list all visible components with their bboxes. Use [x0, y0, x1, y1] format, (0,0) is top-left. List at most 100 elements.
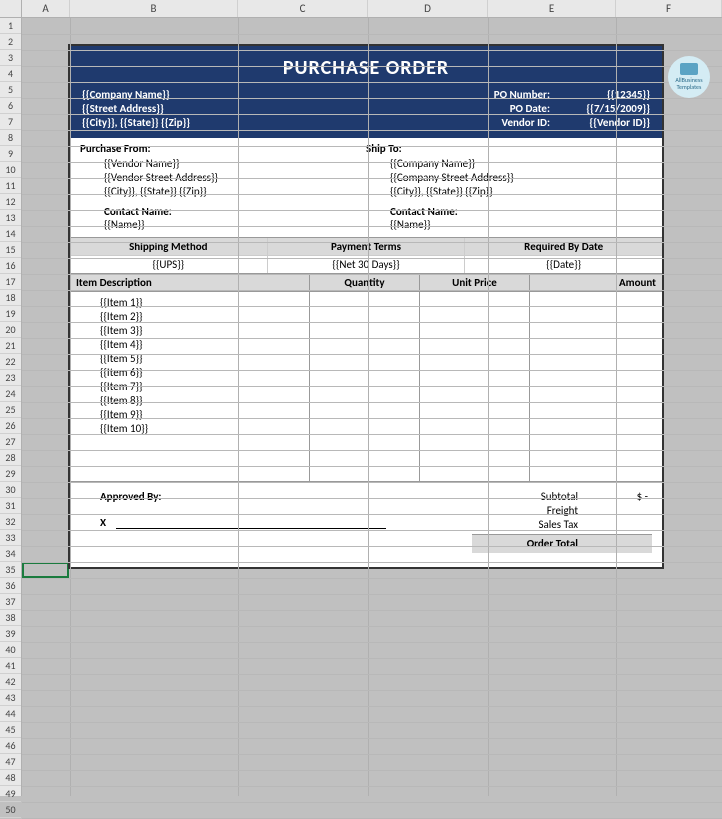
purchase-from-title: Purchase From:	[80, 142, 366, 155]
row-header-14[interactable]: 14	[0, 226, 21, 242]
row-header-44[interactable]: 44	[0, 706, 21, 722]
row-header-3[interactable]: 3	[0, 50, 21, 66]
item-2: {{Item 3}}	[100, 324, 303, 338]
row-header-10[interactable]: 10	[0, 162, 21, 178]
company-city: {{City}}, {{State}} {{Zip}}	[82, 116, 190, 130]
row-header-48[interactable]: 48	[0, 770, 21, 786]
hdr-price: Unit Price	[420, 274, 530, 291]
total-label-1: Freight	[476, 504, 578, 518]
row-header-49[interactable]: 49	[0, 786, 21, 802]
pf-contact-label: Contact Name:	[80, 205, 366, 218]
row-header-22[interactable]: 22	[0, 354, 21, 370]
item-6: {{Item 7}}	[100, 380, 303, 394]
row-header-29[interactable]: 29	[0, 466, 21, 482]
row-header-37[interactable]: 37	[0, 594, 21, 610]
row-header-33[interactable]: 33	[0, 530, 21, 546]
row-header-16[interactable]: 16	[0, 258, 21, 274]
row-header-42[interactable]: 42	[0, 674, 21, 690]
row-header-2[interactable]: 2	[0, 34, 21, 50]
row-header-34[interactable]: 34	[0, 546, 21, 562]
row-header-32[interactable]: 32	[0, 514, 21, 530]
pf-line-2: {{City}}, {{State}} {{Zip}}	[104, 185, 366, 199]
row-header-35[interactable]: 35	[0, 562, 21, 578]
sig-underline	[116, 515, 386, 529]
company-name: {{Company Name}}	[82, 88, 190, 102]
col-header-D[interactable]: D	[368, 0, 488, 17]
row-header-9[interactable]: 9	[0, 146, 21, 162]
column-headers: ABCDEF	[22, 0, 722, 18]
order-total-value	[578, 537, 648, 551]
purchase-from-block: Purchase From: {{Vendor Name}}{{Vendor S…	[80, 142, 366, 231]
col-header-C[interactable]: C	[238, 0, 368, 17]
row-header-21[interactable]: 21	[0, 338, 21, 354]
row-header-36[interactable]: 36	[0, 578, 21, 594]
order-total-label: Order Total	[476, 537, 578, 551]
row-header-17[interactable]: 17	[0, 274, 21, 290]
row-header-12[interactable]: 12	[0, 194, 21, 210]
row-header-5[interactable]: 5	[0, 82, 21, 98]
row-header-23[interactable]: 23	[0, 370, 21, 386]
totals-block: Subtotal$ -FreightSales TaxOrder Total	[472, 490, 652, 553]
row-header-41[interactable]: 41	[0, 658, 21, 674]
row-header-11[interactable]: 11	[0, 178, 21, 194]
item-7: {{Item 8}}	[100, 394, 303, 408]
select-all-corner[interactable]	[0, 0, 22, 18]
row-header-27[interactable]: 27	[0, 434, 21, 450]
total-label-0: Subtotal	[476, 490, 578, 504]
row-header-20[interactable]: 20	[0, 322, 21, 338]
row-header-47[interactable]: 47	[0, 754, 21, 770]
row-header-13[interactable]: 13	[0, 210, 21, 226]
row-header-4[interactable]: 4	[0, 66, 21, 82]
row-header-15[interactable]: 15	[0, 242, 21, 258]
row-header-40[interactable]: 40	[0, 642, 21, 658]
address-section: Purchase From: {{Vendor Name}}{{Vendor S…	[70, 138, 662, 237]
pf-contact-value: {{Name}}	[80, 218, 366, 231]
col-header-E[interactable]: E	[488, 0, 616, 17]
row-header-24[interactable]: 24	[0, 386, 21, 402]
logo-text: AllBusiness Templates	[668, 77, 710, 91]
row-header-25[interactable]: 25	[0, 402, 21, 418]
po-meta: PO Number:{{12345}}PO Date:{{7/15/2009}}…	[470, 88, 650, 130]
row-header-28[interactable]: 28	[0, 450, 21, 466]
hdr-qty: Quantity	[310, 274, 420, 291]
row-header-1[interactable]: 1	[0, 18, 21, 34]
row-header-39[interactable]: 39	[0, 626, 21, 642]
row-header-31[interactable]: 31	[0, 498, 21, 514]
approved-label: Approved By:	[100, 490, 472, 503]
row-header-45[interactable]: 45	[0, 722, 21, 738]
ship-hdr-2: Required By Date	[465, 238, 662, 256]
logo-badge: AllBusiness Templates	[668, 56, 710, 98]
row-header-46[interactable]: 46	[0, 738, 21, 754]
row-header-38[interactable]: 38	[0, 610, 21, 626]
row-header-18[interactable]: 18	[0, 290, 21, 306]
col-header-B[interactable]: B	[70, 0, 238, 17]
st-contact-label: Contact Name:	[366, 205, 652, 218]
col-header-F[interactable]: F	[616, 0, 722, 17]
row-header-8[interactable]: 8	[0, 130, 21, 146]
signature-line: X	[100, 515, 472, 529]
ship-hdr-1: Payment Terms	[268, 238, 465, 256]
row-header-30[interactable]: 30	[0, 482, 21, 498]
selected-cell	[22, 562, 69, 578]
st-line-2: {{City}}, {{State}} {{Zip}}	[390, 185, 652, 199]
item-8: {{Item 9}}	[100, 408, 303, 422]
po-meta-value-2: {{Vendor ID}}	[550, 116, 650, 130]
item-0: {{Item 1}}	[100, 296, 303, 310]
st-line-0: {{Company Name}}	[390, 157, 652, 171]
po-meta-label-2: Vendor ID:	[470, 116, 550, 130]
row-header-19[interactable]: 19	[0, 306, 21, 322]
footer: Approved By: X Subtotal$ -FreightSales T…	[70, 482, 662, 567]
sheet-area[interactable]: PURCHASE ORDER {{Company Name}} {{Street…	[22, 18, 722, 796]
items-body: {{Item 1}}{{Item 2}}{{Item 3}}{{Item 4}}…	[70, 292, 662, 482]
row-header-43[interactable]: 43	[0, 690, 21, 706]
row-headers: 1234567891011121314151617181920212223242…	[0, 18, 22, 796]
po-header: PURCHASE ORDER {{Company Name}} {{Street…	[70, 46, 662, 138]
row-header-50[interactable]: 50	[0, 802, 21, 818]
row-header-26[interactable]: 26	[0, 418, 21, 434]
po-meta-label-0: PO Number:	[470, 88, 550, 102]
st-contact-value: {{Name}}	[366, 218, 652, 231]
col-header-A[interactable]: A	[22, 0, 70, 17]
row-header-6[interactable]: 6	[0, 98, 21, 114]
row-header-7[interactable]: 7	[0, 114, 21, 130]
total-value-1	[578, 504, 648, 518]
